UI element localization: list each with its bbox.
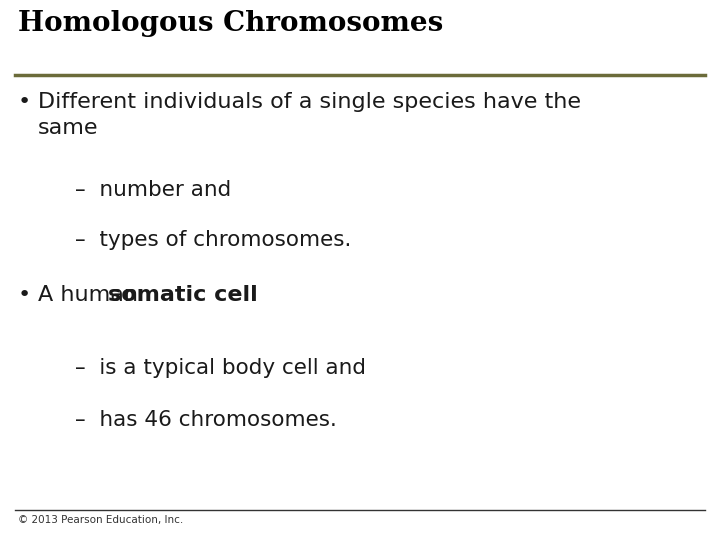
Text: somatic cell: somatic cell xyxy=(109,285,258,305)
Text: A human: A human xyxy=(38,285,145,305)
Text: •: • xyxy=(18,92,31,112)
Text: same: same xyxy=(38,118,99,138)
Text: © 2013 Pearson Education, Inc.: © 2013 Pearson Education, Inc. xyxy=(18,515,184,525)
Text: •: • xyxy=(18,285,31,305)
Text: –  has 46 chromosomes.: – has 46 chromosomes. xyxy=(75,410,337,430)
Text: Homologous Chromosomes: Homologous Chromosomes xyxy=(18,10,444,37)
Text: Different individuals of a single species have the: Different individuals of a single specie… xyxy=(38,92,581,112)
Text: –  is a typical body cell and: – is a typical body cell and xyxy=(75,358,366,378)
Text: –  types of chromosomes.: – types of chromosomes. xyxy=(75,230,351,250)
Text: –  number and: – number and xyxy=(75,180,231,200)
